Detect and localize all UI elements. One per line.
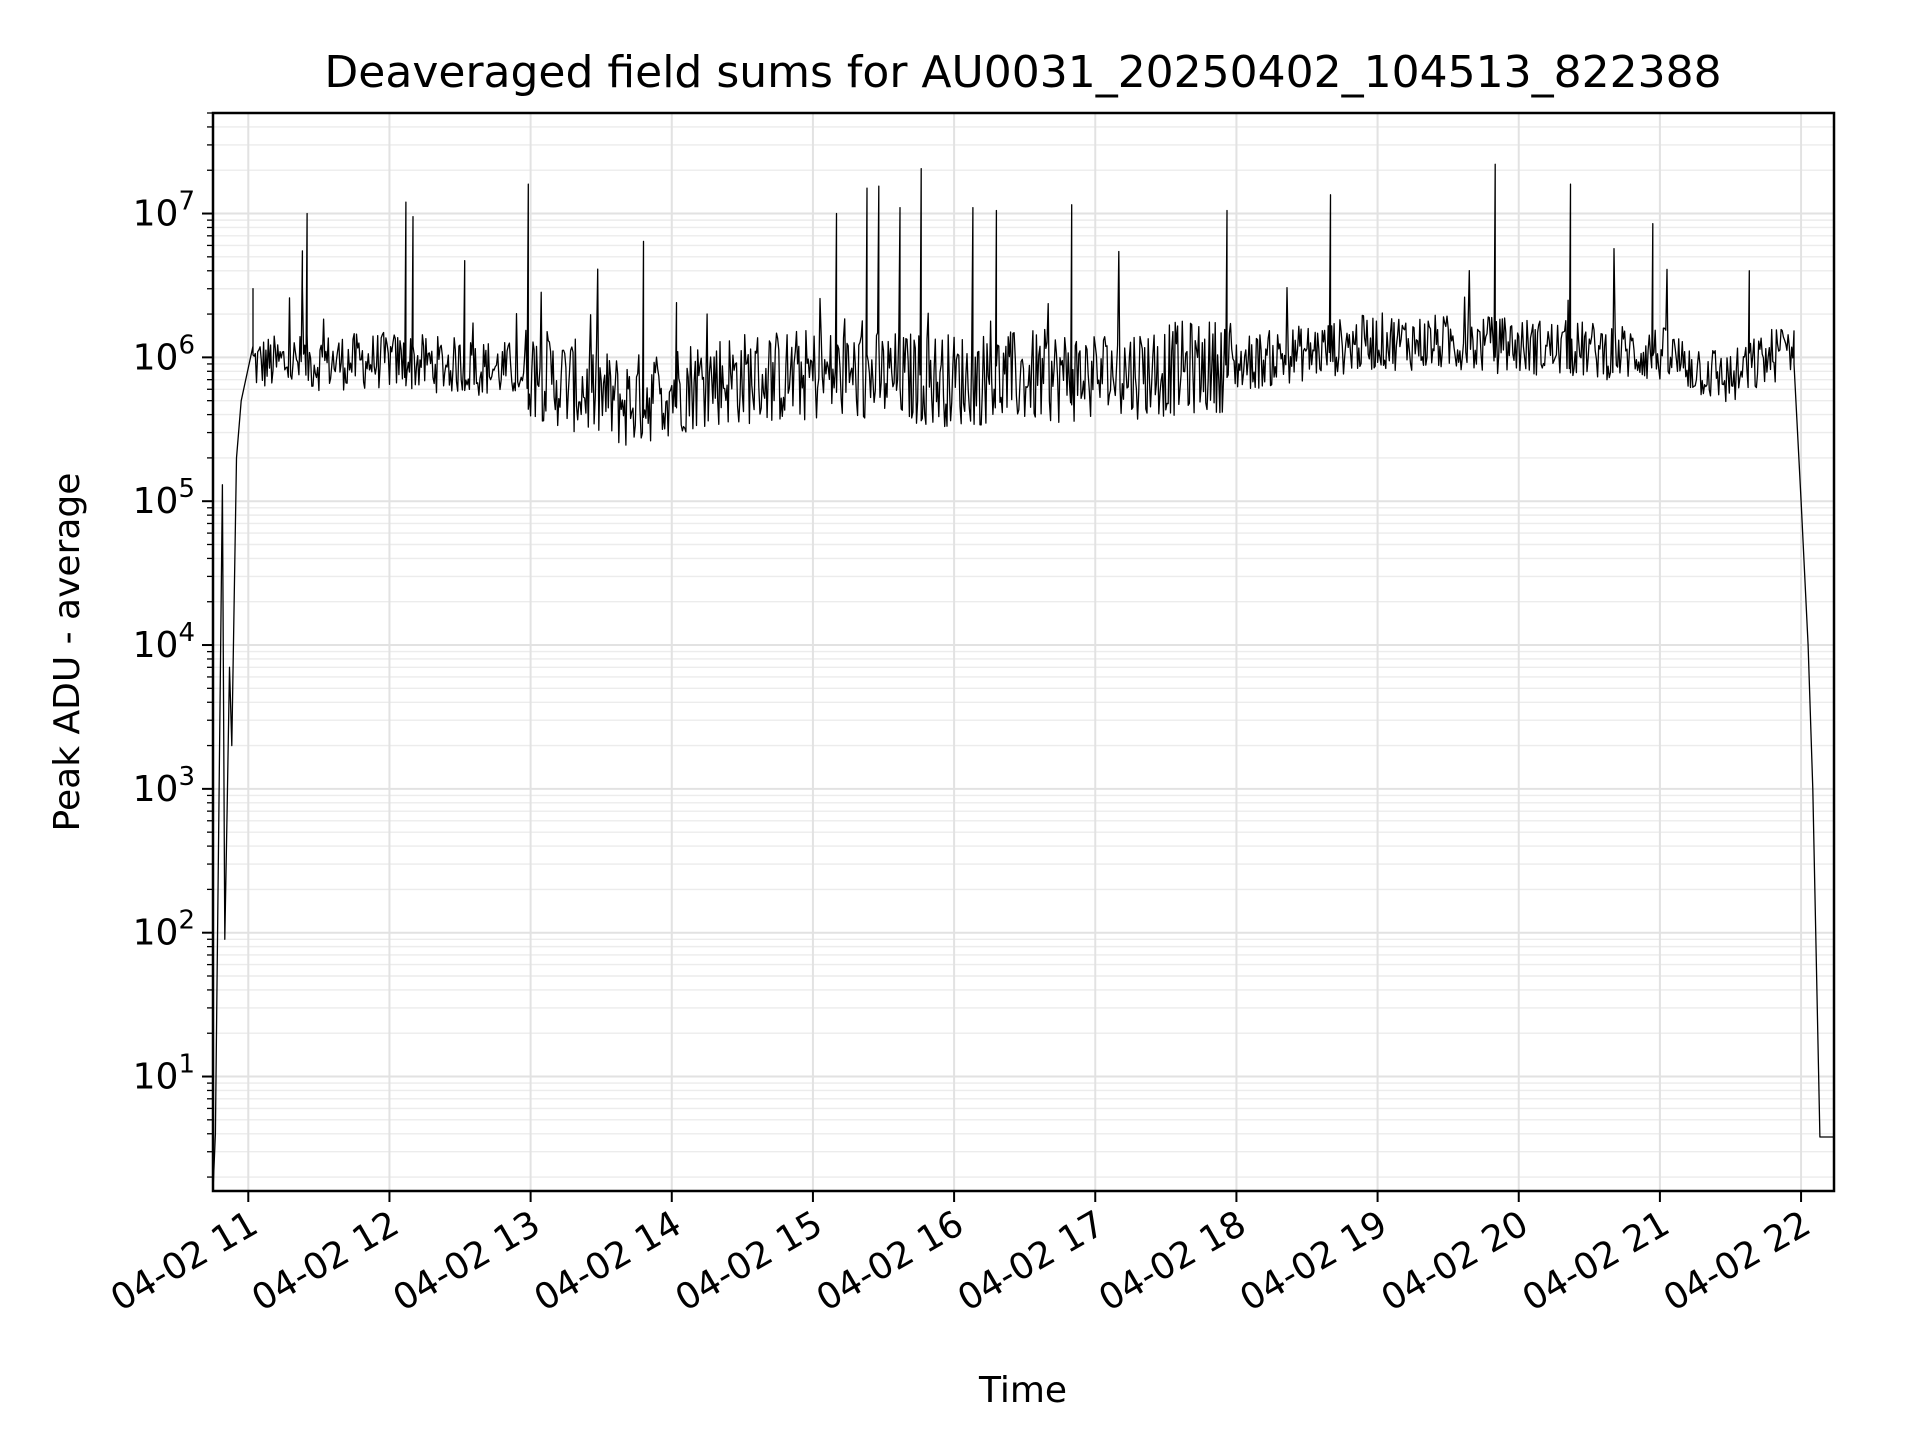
series-line: [212, 163, 1834, 1192]
y-tick-label: 106: [133, 330, 195, 378]
y-tick-base: 10: [133, 769, 179, 810]
y-tick-base: 10: [133, 913, 179, 954]
grid: [213, 112, 1834, 1191]
x-tick-label: 04-02 17: [951, 1203, 1112, 1319]
x-tick-label: 04-02 12: [245, 1203, 406, 1319]
x-tick-label: 04-02 20: [1375, 1203, 1536, 1319]
x-tick-label: 04-02 13: [386, 1203, 547, 1319]
y-tick-exponent: 1: [178, 1050, 195, 1080]
y-tick-label: 104: [133, 618, 195, 666]
y-tick-base: 10: [133, 481, 179, 522]
y-tick-base: 10: [133, 625, 179, 666]
y-tick-label: 103: [133, 762, 195, 810]
x-tick-label: 04-02 22: [1657, 1203, 1818, 1319]
y-tick-base: 10: [133, 337, 179, 378]
x-tick-label: 04-02 14: [528, 1203, 689, 1319]
x-tick-label: 04-02 21: [1516, 1203, 1677, 1319]
series-layer: [212, 163, 1834, 1192]
y-tick-base: 10: [133, 1057, 179, 1098]
y-tick-label: 105: [133, 474, 195, 522]
y-tick-label: 101: [133, 1050, 195, 1098]
y-tick-label: 107: [133, 187, 195, 235]
x-tick-label: 04-02 15: [669, 1203, 830, 1319]
y-tick-exponent: 4: [178, 618, 195, 648]
y-tick-label: 102: [133, 906, 195, 954]
y-tick-exponent: 6: [178, 330, 195, 360]
x-tick-label: 04-02 18: [1092, 1203, 1253, 1319]
y-tick-exponent: 3: [178, 762, 195, 792]
y-tick-exponent: 2: [178, 906, 195, 936]
x-axis-label: Time: [978, 1370, 1067, 1411]
ticks: [202, 112, 1803, 1202]
y-tick-exponent: 7: [178, 187, 195, 217]
x-tick-label: 04-02 16: [810, 1203, 971, 1319]
y-tick-base: 10: [133, 194, 179, 235]
x-tick-label: 04-02 11: [104, 1203, 265, 1319]
chart-title: Deaveraged field sums for AU0031_2025040…: [324, 47, 1721, 98]
y-axis-label: Peak ADU - average: [47, 473, 88, 832]
x-tick-label: 04-02 19: [1233, 1203, 1394, 1319]
y-tick-exponent: 5: [178, 474, 195, 504]
